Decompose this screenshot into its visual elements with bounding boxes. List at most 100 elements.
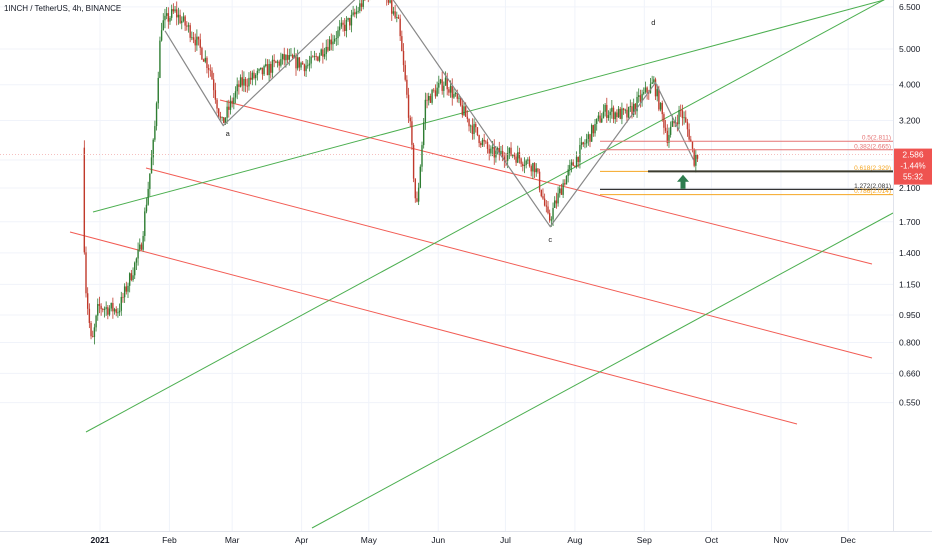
candle-body (693, 148, 695, 166)
candle-body (357, 10, 359, 12)
candle-body (330, 39, 332, 45)
candle-body (144, 211, 146, 236)
candle-body (127, 285, 129, 292)
candle-body (360, 3, 363, 7)
channel-line[interactable] (92, 0, 885, 213)
candle-body (105, 307, 107, 309)
candle-body (147, 188, 149, 205)
candle-body (428, 95, 430, 101)
candle-body (446, 77, 448, 90)
fib-level-label: 0.5(2.811) (862, 135, 891, 142)
candle-body (449, 85, 452, 93)
candle-body (530, 166, 532, 172)
channel-line[interactable] (69, 231, 798, 425)
candle-body (320, 49, 322, 56)
candle-body (394, 11, 396, 18)
candle-body (406, 79, 408, 95)
candle-body (448, 89, 450, 93)
candle-body (557, 193, 559, 204)
candle-body (270, 64, 272, 73)
candle-body (421, 145, 423, 167)
fib-level-label: 0.382(2.665) (854, 143, 891, 150)
candle-body (622, 108, 625, 111)
candle-body (251, 72, 254, 80)
candle-body (429, 95, 432, 103)
candle-body (290, 54, 292, 56)
candle-body (419, 166, 422, 188)
candle-body (332, 41, 334, 45)
candle-body (164, 15, 166, 21)
wave-label: d (651, 18, 655, 27)
candle-body (627, 106, 630, 118)
candle-body (283, 54, 285, 61)
candle-body (97, 304, 99, 316)
candle-body (93, 327, 96, 337)
candle-body (90, 322, 92, 337)
candle-body (663, 114, 665, 128)
candle-body (88, 308, 91, 323)
candle-body (317, 56, 319, 61)
candle-body (456, 93, 458, 99)
candle-body (601, 118, 603, 123)
candle-body (666, 130, 668, 143)
channel-line[interactable] (85, 0, 893, 433)
candle-body (476, 127, 479, 136)
candle-body (651, 82, 653, 84)
candle-body (236, 84, 238, 92)
candle-body (211, 70, 213, 80)
candle-body (322, 49, 324, 57)
candle-body (199, 39, 201, 48)
candle-body (404, 65, 406, 80)
candle-body (305, 65, 307, 72)
candle-body (98, 304, 101, 306)
candle-body (221, 117, 223, 118)
candle-body (249, 77, 252, 80)
y-tick-label: 4.000 (899, 80, 921, 90)
candle-body (184, 16, 186, 26)
candle-body (624, 109, 626, 111)
candle-body (634, 103, 637, 112)
candle-body (538, 171, 541, 190)
candle-body (130, 273, 133, 281)
candle-body (436, 87, 438, 97)
candle-body (92, 336, 94, 338)
candle-body (291, 54, 294, 59)
up-arrow-icon[interactable] (677, 174, 689, 189)
candle-body (545, 205, 548, 207)
channel-line[interactable] (311, 212, 894, 529)
y-tick-label: 3.200 (899, 115, 921, 125)
candle-body (441, 79, 443, 91)
candle-body (149, 173, 151, 189)
candle-body (528, 159, 531, 167)
candle-body (518, 152, 521, 159)
candle-body (464, 106, 467, 117)
candle-body (323, 54, 326, 57)
candle-body (505, 160, 507, 162)
x-tick-label: Jul (500, 535, 511, 545)
candle-body (619, 108, 621, 119)
candle-body (439, 79, 442, 84)
candle-body (347, 18, 349, 20)
x-tick-label: May (361, 535, 378, 545)
candle-body (248, 77, 250, 87)
candle-body (659, 102, 662, 110)
candle-body (354, 12, 356, 15)
candle-body (582, 142, 584, 145)
candle-body (85, 252, 87, 294)
candle-body (401, 36, 403, 52)
candle-body (602, 111, 605, 119)
candle-body (172, 9, 175, 12)
channel-line[interactable] (145, 167, 873, 359)
candle-body (438, 83, 440, 88)
candle-body (308, 63, 311, 66)
wave-zigzag-line[interactable] (164, 0, 695, 228)
channel-line[interactable] (219, 99, 873, 265)
candle-body (207, 68, 210, 70)
candle-body (506, 153, 509, 161)
candle-body (523, 164, 526, 167)
candle-body (196, 36, 198, 46)
candle-body (278, 61, 280, 66)
candle-body (186, 25, 188, 27)
